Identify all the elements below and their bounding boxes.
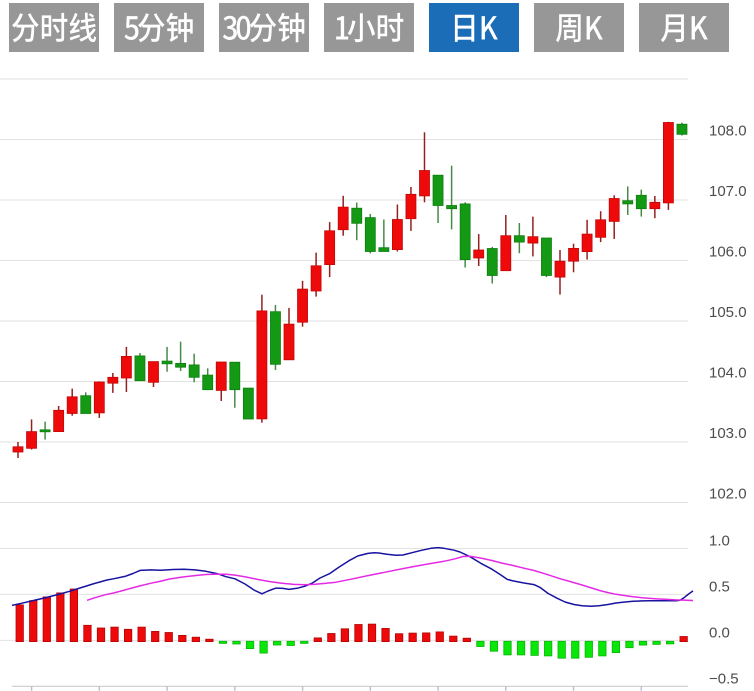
svg-text:102.0: 102.0 bbox=[709, 486, 747, 503]
svg-text:105.0: 105.0 bbox=[709, 304, 747, 321]
svg-text:106.0: 106.0 bbox=[709, 244, 747, 261]
svg-text:103.0: 103.0 bbox=[709, 425, 747, 442]
svg-text:107.0: 107.0 bbox=[709, 183, 747, 200]
svg-text:0.0: 0.0 bbox=[709, 624, 730, 641]
svg-text:108.0: 108.0 bbox=[709, 123, 747, 140]
svg-text:−0.5: −0.5 bbox=[709, 671, 739, 688]
svg-text:104.0: 104.0 bbox=[709, 365, 747, 382]
svg-text:1.0: 1.0 bbox=[709, 532, 730, 549]
svg-text:0.5: 0.5 bbox=[709, 578, 730, 595]
